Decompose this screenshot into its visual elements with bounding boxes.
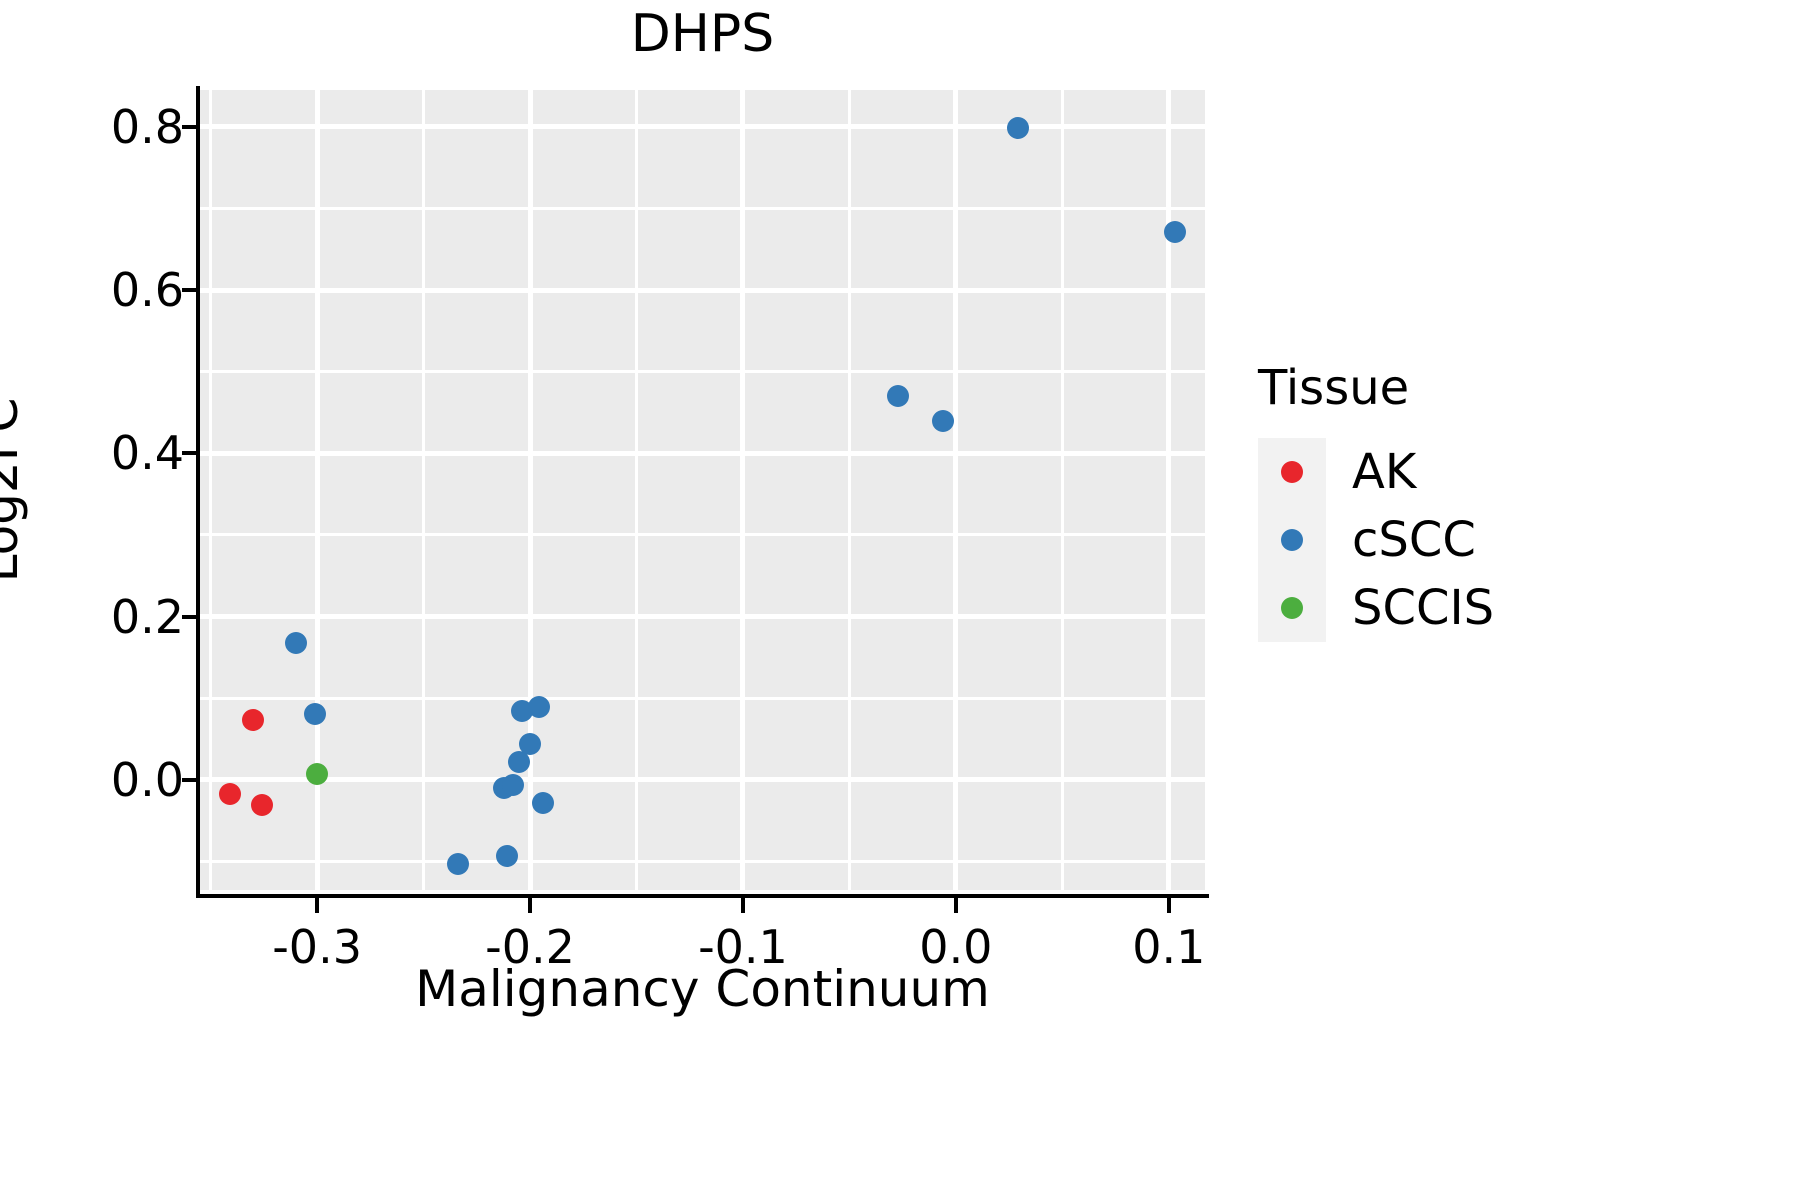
gridline-minor-vertical bbox=[634, 90, 638, 890]
x-tick-label: -0.3 bbox=[272, 920, 362, 974]
gridline-minor-horizontal bbox=[200, 696, 1205, 700]
y-tick-mark bbox=[182, 124, 196, 129]
legend-item-label: AK bbox=[1352, 444, 1417, 500]
legend-item-cscc[interactable]: cSCC bbox=[1258, 506, 1494, 574]
y-tick-label: 0.8 bbox=[110, 99, 184, 154]
gridline-minor-horizontal bbox=[200, 533, 1205, 537]
legend-item-label: SCCIS bbox=[1352, 580, 1495, 636]
data-point bbox=[932, 409, 955, 432]
gridline-minor-vertical bbox=[422, 90, 426, 890]
x-tick-mark bbox=[740, 898, 745, 913]
data-point bbox=[284, 632, 307, 655]
data-point bbox=[303, 703, 326, 726]
data-point bbox=[527, 696, 550, 719]
gridline-major-vertical bbox=[1166, 90, 1172, 890]
x-tick-label: -0.1 bbox=[698, 920, 788, 974]
gridline-major-horizontal bbox=[200, 614, 1205, 620]
x-tick-label: 0.1 bbox=[1132, 920, 1206, 974]
data-point bbox=[242, 709, 265, 732]
y-tick-mark bbox=[182, 451, 196, 456]
legend-item-sccis[interactable]: SCCIS bbox=[1258, 574, 1494, 642]
x-tick-label: -0.2 bbox=[485, 920, 575, 974]
y-tick-label: 0.0 bbox=[110, 752, 184, 807]
data-point bbox=[519, 732, 542, 755]
data-point bbox=[510, 700, 533, 723]
data-point bbox=[1006, 116, 1029, 139]
y-tick-label: 0.6 bbox=[110, 263, 184, 317]
legend-key bbox=[1258, 574, 1326, 642]
gridline-minor-horizontal bbox=[200, 859, 1205, 863]
legend-key bbox=[1258, 506, 1326, 574]
data-point bbox=[887, 385, 910, 408]
data-point bbox=[501, 773, 524, 796]
gridline-major-vertical bbox=[953, 90, 959, 890]
legend-item-label: cSCC bbox=[1352, 512, 1476, 568]
legend-key bbox=[1258, 438, 1326, 506]
data-point bbox=[508, 750, 531, 773]
data-point bbox=[306, 763, 329, 786]
y-tick-label: 0.4 bbox=[110, 426, 184, 481]
gridline-major-horizontal bbox=[200, 287, 1205, 293]
x-tick-label: 0.0 bbox=[919, 920, 993, 974]
gridline-minor-vertical bbox=[209, 90, 213, 890]
gridline-major-vertical bbox=[527, 90, 533, 890]
data-point bbox=[446, 852, 469, 875]
y-tick-mark bbox=[182, 777, 196, 782]
x-tick-mark bbox=[1166, 898, 1171, 913]
gridline-minor-horizontal bbox=[200, 206, 1205, 210]
gridline-minor-vertical bbox=[847, 90, 851, 890]
plot-panel bbox=[200, 90, 1205, 890]
y-tick-mark bbox=[182, 614, 196, 619]
x-axis-line bbox=[196, 894, 1209, 898]
legend-dot-icon bbox=[1281, 461, 1303, 483]
gridline-major-horizontal bbox=[200, 450, 1205, 456]
gridline-minor-horizontal bbox=[200, 370, 1205, 374]
legend: Tissue AK cSCC SCCIS bbox=[1258, 360, 1494, 642]
x-tick-mark bbox=[953, 898, 958, 913]
data-point bbox=[495, 844, 518, 867]
legend-dot-icon bbox=[1281, 529, 1303, 551]
x-axis-title: Malignancy Continuum bbox=[415, 960, 990, 1018]
x-tick-mark bbox=[315, 898, 320, 913]
data-point bbox=[218, 783, 241, 806]
legend-item-ak[interactable]: AK bbox=[1258, 438, 1494, 506]
data-point bbox=[1164, 221, 1187, 244]
legend-dot-icon bbox=[1281, 597, 1303, 619]
legend-title: Tissue bbox=[1258, 360, 1410, 416]
y-axis-line bbox=[196, 86, 200, 898]
gridline-major-horizontal bbox=[200, 124, 1205, 130]
y-axis-title: Log2FC bbox=[0, 397, 29, 583]
gridline-major-vertical bbox=[740, 90, 746, 890]
data-point bbox=[531, 791, 554, 814]
legend-items: AK cSCC SCCIS bbox=[1258, 438, 1494, 642]
y-tick-mark bbox=[182, 288, 196, 292]
gridline-minor-vertical bbox=[1060, 90, 1064, 890]
y-tick-label: 0.2 bbox=[110, 589, 184, 644]
x-tick-mark bbox=[528, 898, 533, 913]
gridline-major-vertical bbox=[314, 90, 320, 890]
page-title: DHPS bbox=[630, 4, 775, 64]
data-point bbox=[250, 794, 273, 817]
gridline-major-horizontal bbox=[200, 777, 1205, 783]
